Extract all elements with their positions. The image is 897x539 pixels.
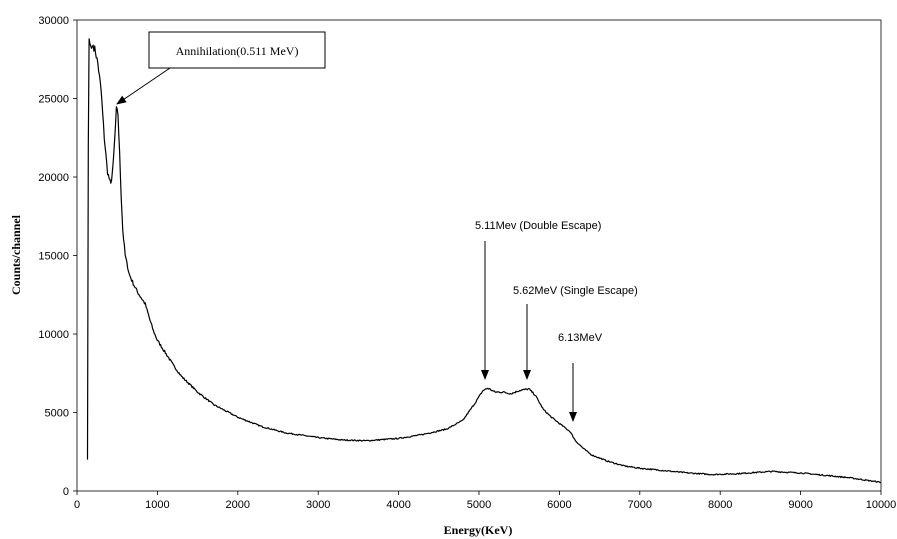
y-tick-label: 30000 [38,15,69,27]
y-tick-label: 25000 [38,94,69,106]
y-tick-label: 15000 [38,251,69,263]
x-tick-label: 8000 [708,499,732,511]
annotation-single-escape: 5.62MeV (Single Escape) [513,285,638,380]
annotation-single-escape-label: 5.62MeV (Single Escape) [513,285,638,297]
y-tick-label: 0 [63,486,69,498]
x-tick-label: 10000 [866,499,897,511]
x-axis-title: Energy(KeV) [444,523,513,537]
y-tick-label: 20000 [38,172,69,184]
annotation-double-escape: 5.11Mev (Double Escape) [475,220,601,380]
x-tick-label: 4000 [386,499,410,511]
y-tick-label: 10000 [38,329,69,341]
spectrum-line [86,38,882,484]
x-tick-label: 3000 [306,499,330,511]
y-axis-title: Counts/channel [9,214,23,295]
x-tick-label: 7000 [628,499,652,511]
x-axis-ticks: 0 1000 2000 3000 4000 5000 6000 7000 8000 9000 100… [74,491,896,511]
annotation-6130: 6.13MeV [558,332,603,422]
annotation-box [148,31,326,69]
x-tick-label: 9000 [788,499,812,511]
x-tick-label: 6000 [547,499,571,511]
y-axis-ticks: 0 5000 10000 15000 20000 25000 30000 [38,15,77,498]
annotation-6130-label: 6.13MeV [558,332,603,344]
x-tick-label: 2000 [226,499,250,511]
plot-area [76,19,882,492]
y-tick-label: 5000 [45,408,69,420]
x-tick-label: 0 [74,499,80,511]
x-tick-label: 1000 [145,499,169,511]
annotation-arrow [116,67,171,105]
x-tick-label: 5000 [467,499,491,511]
annotation-double-escape-label: 5.11Mev (Double Escape) [475,220,601,232]
annotation-annihilation: Annihilation(0.511 MeV) [116,31,326,105]
annotation-annihilation-label: Annihilation(0.511 MeV) [176,44,299,58]
